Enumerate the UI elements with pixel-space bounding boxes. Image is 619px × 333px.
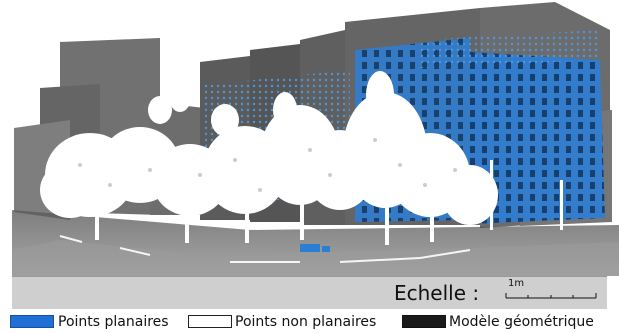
scale-label: Echelle : [394, 281, 480, 305]
sidewalk [12, 240, 619, 276]
legend-label-planar: Points planaires [58, 314, 169, 330]
scale-unit-label: 1m [508, 278, 525, 289]
scale-panel: Echelle : 1m [12, 276, 607, 309]
legend-label-non-planar: Points non planaires [235, 314, 377, 330]
scale-bar [505, 293, 597, 299]
street-markings [59, 235, 471, 263]
non-planar-points-trees [40, 71, 563, 245]
legend-swatch-planar [10, 315, 54, 328]
tree-speckles [78, 138, 457, 192]
legend-label-model: Modèle géométrique [449, 314, 594, 330]
legend-swatch-non-planar [188, 315, 232, 328]
legend-swatch-model [402, 315, 446, 328]
legend: Points planaires Points non planaires Mo… [0, 312, 619, 333]
point-cloud-scene [12, 2, 619, 276]
